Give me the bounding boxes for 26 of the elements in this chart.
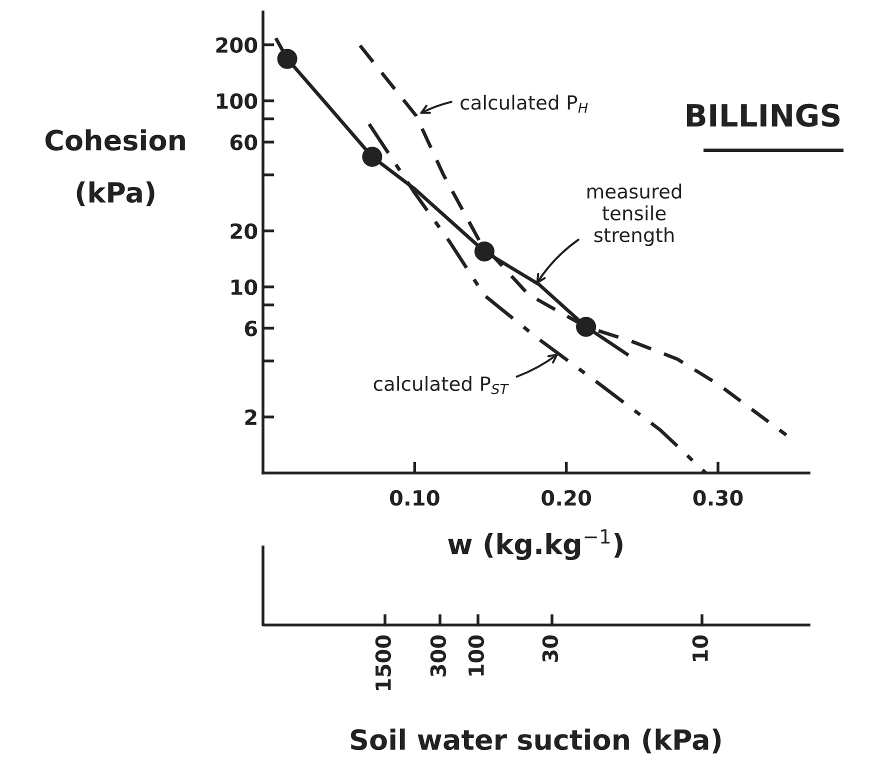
text: 300 [430, 635, 446, 676]
y-tick-label: 6 [244, 320, 258, 336]
y-tick-label: 60 [230, 134, 258, 150]
y-tick-label: 10 [232, 279, 258, 296]
text: 10 [692, 635, 708, 661]
y-tick-label: 200 [216, 37, 258, 53]
point [277, 48, 298, 69]
annotation: calculated P$_{ST}$ [374, 376, 509, 394]
x-tick-label: 0.20 [542, 490, 592, 506]
x-tick-label: 0.10 [390, 490, 440, 506]
text: 1500 [375, 635, 392, 690]
point [576, 316, 596, 337]
annotation: calculated P$_{H}$ [460, 94, 588, 113]
point [474, 241, 494, 262]
annotation: measured tensile strength [587, 184, 682, 246]
x-axis-title: w (kg.kg$^{−1}$) [448, 529, 622, 560]
x2-axis-title: Soil water suction (kPa) [350, 728, 721, 754]
text: BILLINGS [686, 104, 840, 127]
y-tick-label: 100 [217, 93, 258, 110]
point [362, 146, 382, 167]
text: 100 [468, 635, 484, 676]
y-tick-label: 2 [245, 409, 256, 425]
y-axis-title: Cohesion (kPa) [45, 129, 185, 206]
text: 30 [542, 635, 558, 662]
x-tick-label: 0.30 [693, 490, 743, 506]
y-tick-label: 20 [230, 223, 258, 240]
